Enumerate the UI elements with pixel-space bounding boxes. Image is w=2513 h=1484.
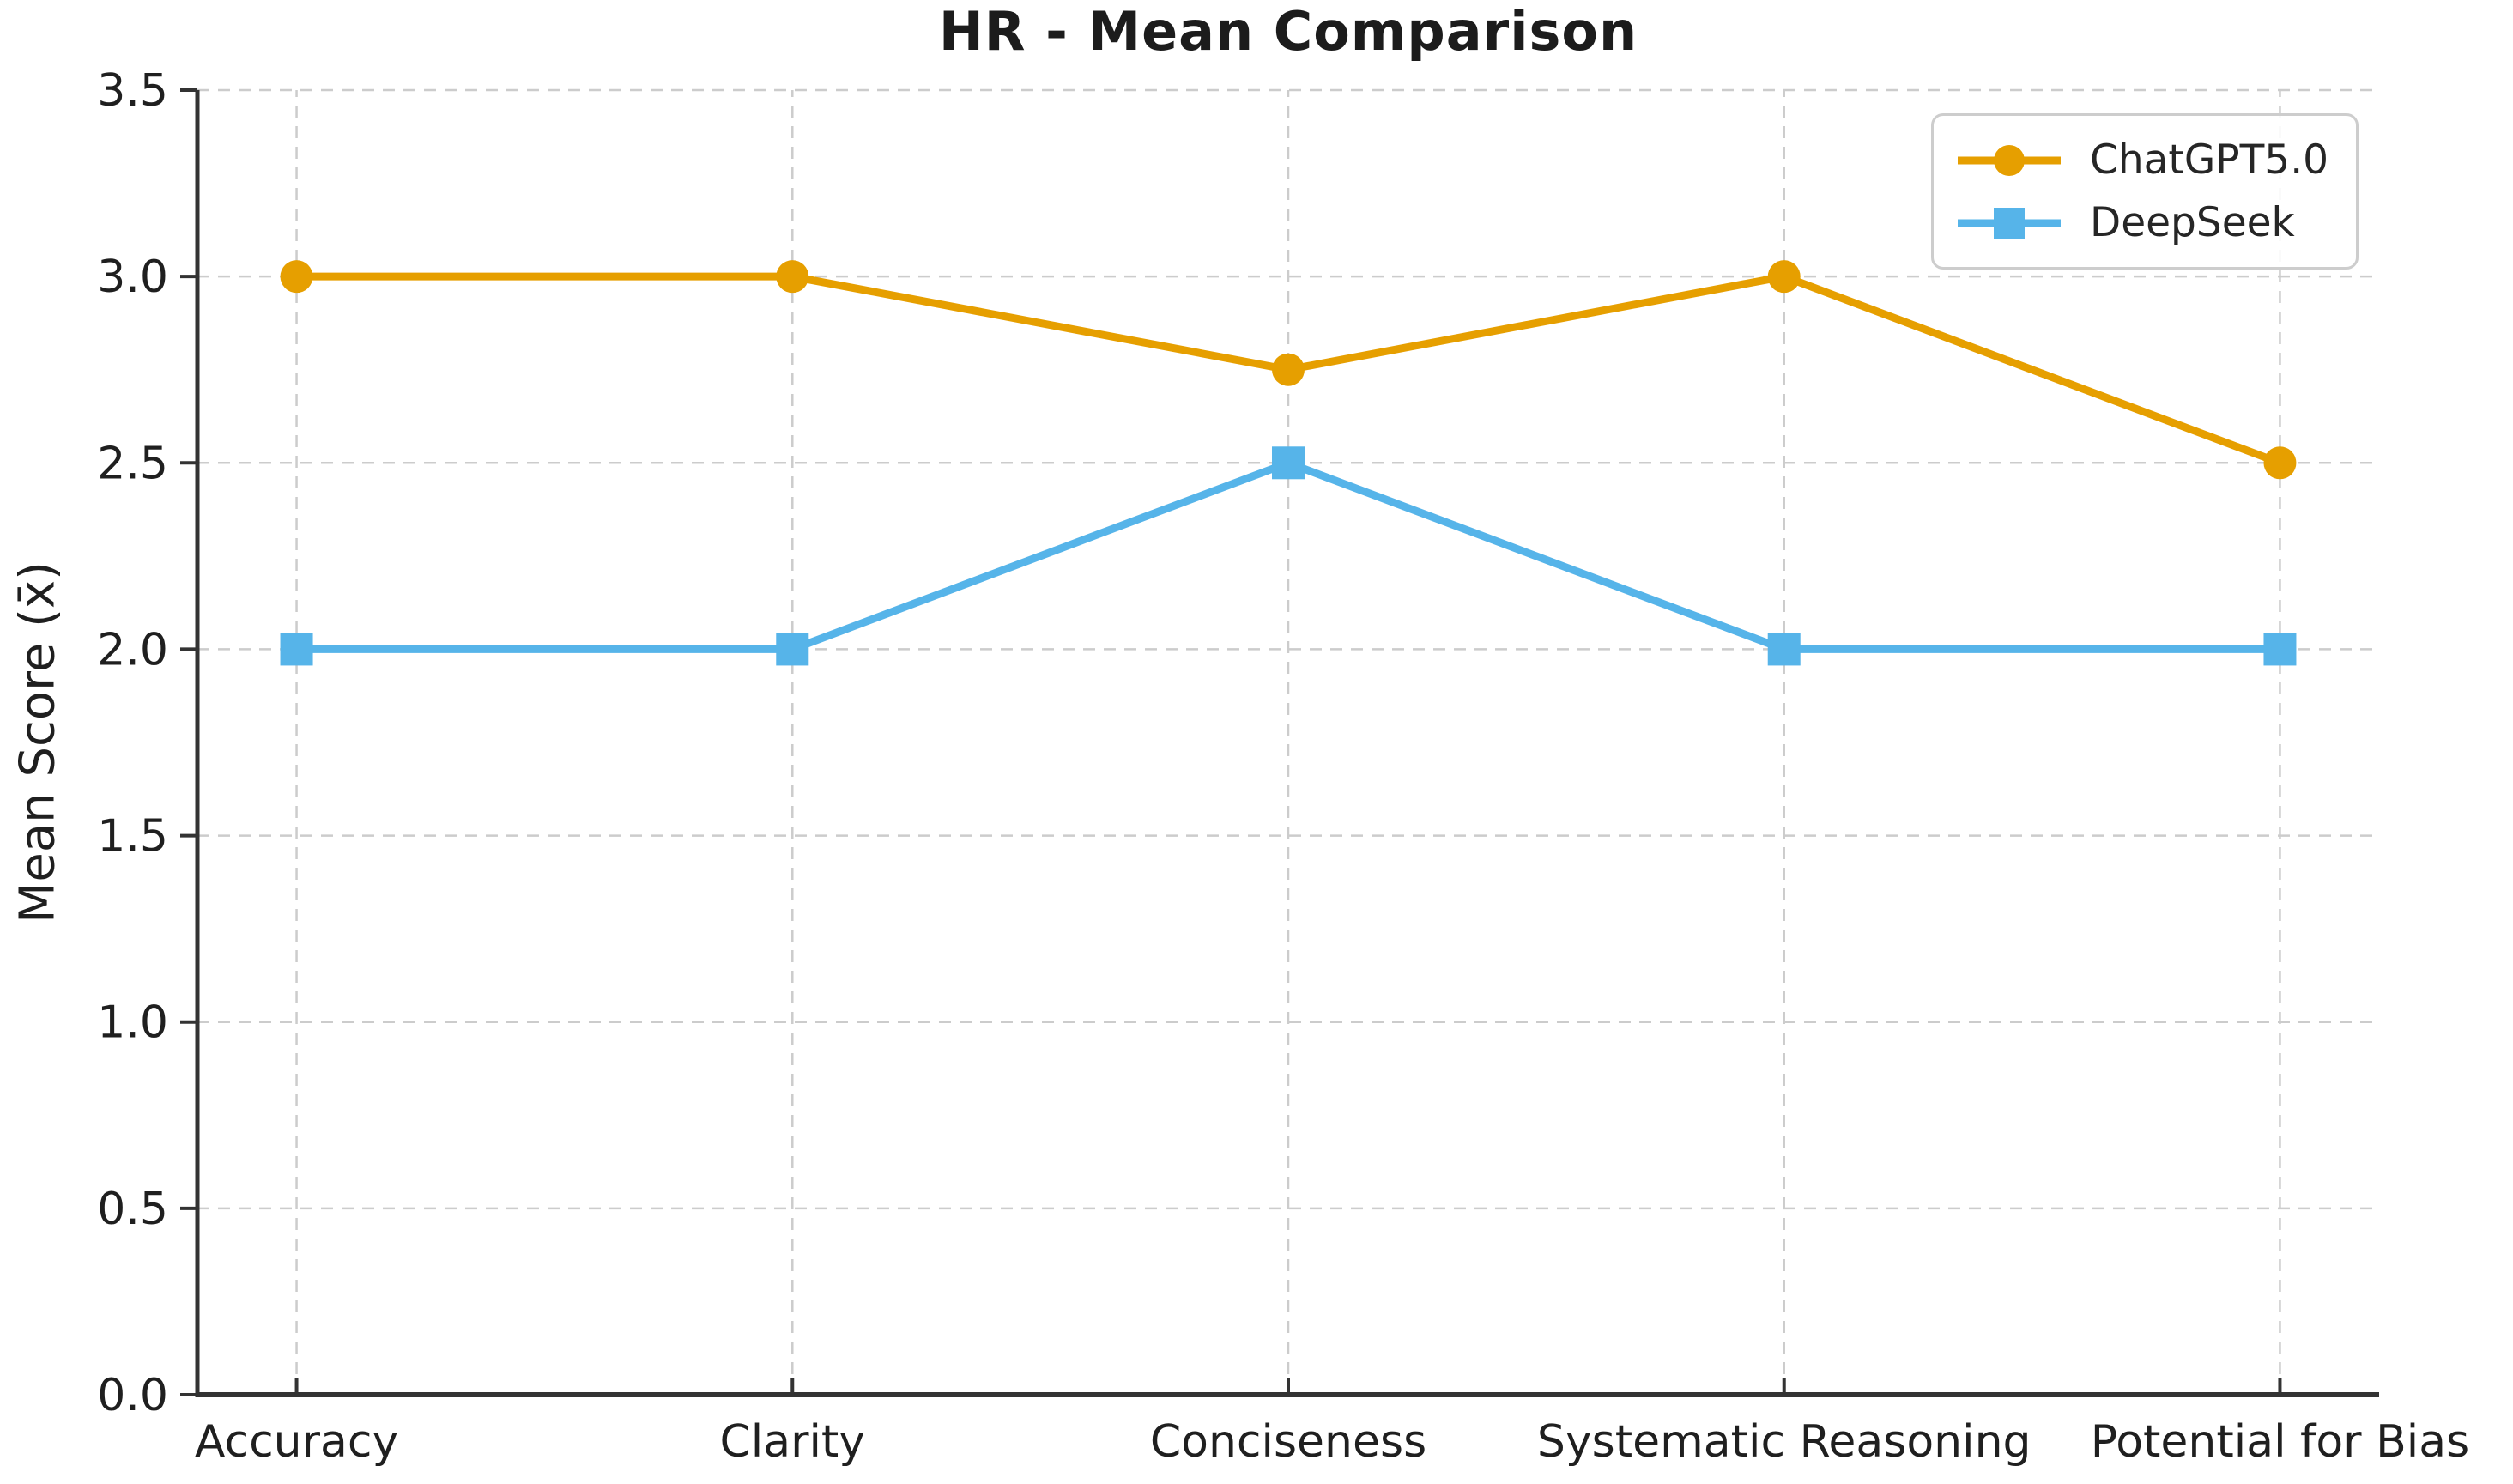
legend: ChatGPT5.0 DeepSeek xyxy=(1931,113,2359,270)
x-tick-label: Accuracy xyxy=(195,1416,398,1468)
y-tick-label: 3.5 xyxy=(97,65,168,117)
data-point-marker-chatgpt5-0 xyxy=(2263,446,2297,480)
y-tick-label: 2.5 xyxy=(97,438,168,489)
x-tick-label: Conciseness xyxy=(1150,1416,1426,1468)
legend-swatch-line-circle xyxy=(1958,144,2061,176)
data-point-marker-chatgpt5-0 xyxy=(776,260,809,294)
legend-swatch-line-square xyxy=(1958,207,2061,239)
chart-title: HR - Mean Comparison xyxy=(938,0,1638,63)
y-tick-label: 0.0 xyxy=(97,1370,168,1421)
legend-label-chatgpt5-0: ChatGPT5.0 xyxy=(2090,136,2329,184)
data-point-marker-chatgpt5-0 xyxy=(1767,260,1801,294)
data-point-marker-chatgpt5-0 xyxy=(1272,353,1305,386)
y-tick-label: 1.5 xyxy=(97,811,168,863)
data-point-marker-deepseek xyxy=(2263,633,2297,666)
legend-row: ChatGPT5.0 xyxy=(1956,136,2330,184)
legend-circle-marker-icon xyxy=(1994,144,2025,176)
legend-row: DeepSeek xyxy=(1956,199,2330,246)
x-tick-label: Clarity xyxy=(719,1416,865,1468)
legend-square-marker-icon xyxy=(1994,207,2025,239)
y-tick-label: 2.0 xyxy=(97,624,168,675)
y-tick-label: 3.0 xyxy=(97,251,168,303)
y-tick-label: 0.5 xyxy=(97,1184,168,1235)
data-point-marker-deepseek xyxy=(280,633,313,666)
data-point-marker-deepseek xyxy=(776,633,809,666)
x-tick-label: Systematic Reasoning xyxy=(1537,1416,2032,1468)
data-point-marker-deepseek xyxy=(1767,633,1801,666)
data-point-marker-deepseek xyxy=(1272,446,1305,480)
y-tick-label: 1.0 xyxy=(97,997,168,1049)
data-point-marker-chatgpt5-0 xyxy=(280,260,313,294)
legend-label-deepseek: DeepSeek xyxy=(2090,199,2295,246)
x-tick-label: Potential for Bias xyxy=(2091,1416,2469,1468)
